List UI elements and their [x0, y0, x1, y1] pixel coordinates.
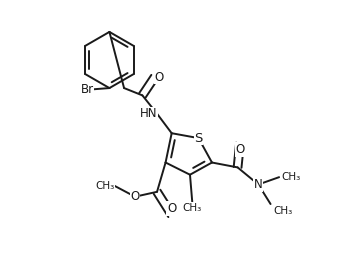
Text: N: N — [254, 178, 263, 191]
Text: CH₃: CH₃ — [281, 172, 301, 182]
Text: Br: Br — [81, 83, 93, 96]
Text: O: O — [167, 202, 176, 215]
Text: S: S — [194, 131, 203, 145]
Text: CH₃: CH₃ — [95, 181, 114, 191]
Text: O: O — [236, 143, 245, 156]
Text: O: O — [155, 70, 164, 84]
Text: CH₃: CH₃ — [183, 203, 202, 213]
Text: O: O — [130, 190, 140, 203]
Text: HN: HN — [140, 107, 157, 120]
Text: CH₃: CH₃ — [273, 206, 292, 216]
